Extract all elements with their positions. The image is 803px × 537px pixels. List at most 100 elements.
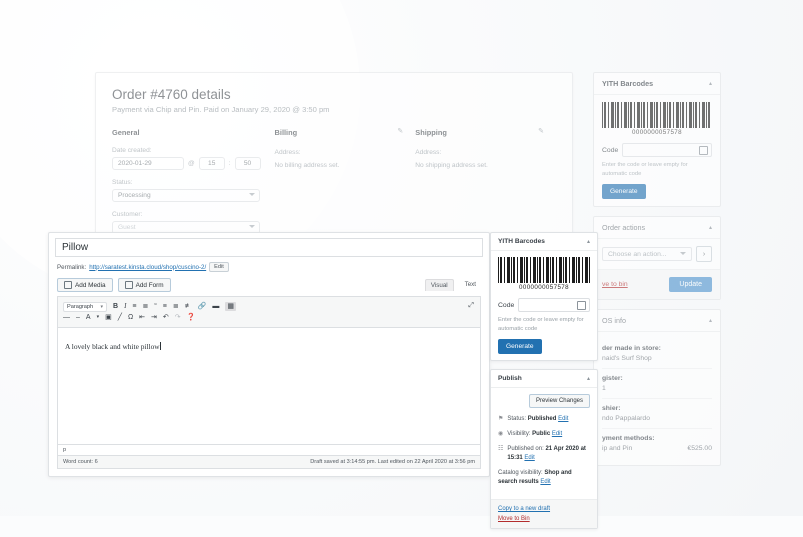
chevron-down-icon <box>249 225 255 228</box>
order-action-select[interactable]: Choose an action... <box>602 247 692 262</box>
catalog-value: Shop and search results <box>498 470 572 486</box>
align-left-icon[interactable]: ≡ <box>162 303 167 310</box>
chevron-down-icon[interactable]: ▾ <box>96 314 100 320</box>
calendar-icon: ☷ <box>498 446 504 453</box>
product-editor-screen: Pillow Permalink: http://saratest.kinsta… <box>48 232 598 530</box>
collapse-icon[interactable]: ▴ <box>586 376 590 383</box>
generate-barcode-button[interactable]: Generate <box>498 339 542 355</box>
post-title-input[interactable]: Pillow <box>55 238 483 257</box>
permalink-edit-button[interactable]: Edit <box>209 262 229 272</box>
editor-status-bar: Word count: 6 Draft saved at 3:14:55 pm.… <box>57 456 481 469</box>
publish-panel: Publish ▴ Preview Changes ⚑ Status: Publ… <box>490 369 598 530</box>
order-status-value: Processing <box>112 189 260 202</box>
pos-store-label: der made in store: <box>602 345 661 353</box>
order-barcodes-header[interactable]: YITH Barcodes ▴ <box>594 73 720 95</box>
undo-icon[interactable]: ↶ <box>162 314 169 321</box>
edit-shipping-pencil-icon[interactable]: ✎ <box>538 128 545 135</box>
post-body-card: Pillow Permalink: http://saratest.kinsta… <box>48 232 490 477</box>
outdent-icon[interactable]: ⇤ <box>139 314 146 321</box>
paragraph-format-value: Paragraph <box>67 303 94 310</box>
add-media-button[interactable]: Add Media <box>57 278 113 292</box>
billing-address-value: No billing address set. <box>274 161 340 169</box>
move-to-bin-link[interactable]: ve to bin <box>602 281 628 289</box>
pos-info-body: der made in store: naid's Surf Shop gist… <box>594 332 720 465</box>
pos-info-header[interactable]: OS info ▴ <box>594 310 720 333</box>
align-center-icon[interactable]: ≣ <box>172 303 179 310</box>
copy-to-new-draft-link[interactable]: Copy to a new draft <box>498 506 551 513</box>
clear-formatting-icon[interactable]: ╱ <box>117 314 122 321</box>
barcode-code-input[interactable] <box>518 298 590 312</box>
shipping-address-label: Address: <box>415 149 442 156</box>
collapse-icon[interactable]: ▴ <box>708 81 712 87</box>
visibility-edit-link[interactable]: Edit <box>551 431 563 438</box>
text-color-icon[interactable]: A <box>85 314 91 321</box>
catalog-visibility-row: Catalog visibility: Shop and search resu… <box>498 469 590 487</box>
order-status-select[interactable]: Processing <box>112 189 260 202</box>
minute-input[interactable]: 50 <box>234 157 261 170</box>
status-value: Published <box>527 416 557 423</box>
collapse-icon[interactable]: ▴ <box>586 239 590 245</box>
order-action-row: Choose an action... › <box>602 246 712 263</box>
collapse-icon[interactable]: ▴ <box>708 318 712 325</box>
redo-icon[interactable]: ↷ <box>174 314 181 321</box>
bulleted-list-icon[interactable]: ≡ <box>132 303 137 310</box>
publish-title: Publish <box>498 375 522 383</box>
indent-icon[interactable]: ⇥ <box>151 314 157 321</box>
tab-visual[interactable]: Visual <box>424 279 454 291</box>
edit-billing-pencil-icon[interactable]: ✎ <box>397 128 404 135</box>
align-right-icon[interactable]: ≢ <box>184 303 192 310</box>
insert-link-icon[interactable]: 🔗 <box>197 303 207 310</box>
general-heading: General <box>112 128 140 137</box>
toolbar-toggle-icon[interactable]: ▦ <box>225 302 237 311</box>
time-separator: : <box>228 160 231 167</box>
pos-payment-label: yment methods: <box>602 435 655 443</box>
barcode-picker-icon[interactable] <box>577 301 586 310</box>
order-actions-header[interactable]: Order actions ▴ <box>594 217 720 240</box>
barcode-code-input[interactable] <box>622 143 712 157</box>
bold-icon[interactable]: B <box>113 303 119 310</box>
published-edit-link[interactable]: Edit <box>524 455 535 462</box>
order-barcodes-panel: YITH Barcodes ▴ 0000000057578 Code Enter… <box>593 72 721 208</box>
italic-icon[interactable]: I <box>124 302 127 310</box>
status-edit-link[interactable]: Edit <box>558 416 569 423</box>
read-more-icon[interactable]: ▬ <box>212 303 220 310</box>
numbered-list-icon[interactable]: ≣ <box>142 303 149 310</box>
date-created-input[interactable]: 2020-01-29 <box>112 157 184 170</box>
catalog-edit-link[interactable]: Edit <box>540 479 551 486</box>
order-title: Order #4760 details <box>112 87 231 102</box>
add-form-button[interactable]: Add Form <box>117 278 171 292</box>
pos-register-row: gister: 1 <box>602 369 712 400</box>
generate-barcode-button[interactable]: Generate <box>602 184 646 200</box>
move-to-bin-link[interactable]: Move to Bin <box>498 516 530 523</box>
paste-as-text-icon[interactable]: ▣ <box>105 314 112 321</box>
editor-content-area[interactable]: A lovely black and white pillow <box>57 327 481 445</box>
barcode-picker-icon[interactable] <box>699 146 708 155</box>
save-status: Draft saved at 3:14:55 pm. Last edited o… <box>310 459 475 465</box>
billing-heading: Billing <box>274 128 298 137</box>
preview-changes-button[interactable]: Preview Changes <box>528 394 590 409</box>
catalog-prefix: Catalog visibility: <box>498 470 543 477</box>
tab-text[interactable]: Text <box>464 281 476 288</box>
horizontal-rule-icon[interactable]: – <box>76 314 80 321</box>
hour-input[interactable]: 15 <box>198 157 225 170</box>
strikethrough-icon[interactable]: — <box>63 314 70 321</box>
fullscreen-icon[interactable]: ⤢ <box>468 302 474 309</box>
order-actions-body: Choose an action... › <box>594 239 720 269</box>
publish-header[interactable]: Publish ▴ <box>491 370 597 389</box>
paragraph-format-select[interactable]: Paragraph ▾ <box>63 301 107 312</box>
keyboard-shortcuts-icon[interactable]: ❓ <box>186 314 196 321</box>
barcode-hint: Enter the code or leave empty for automa… <box>602 162 688 177</box>
barcode-image <box>498 257 590 283</box>
editor-barcodes-header[interactable]: YITH Barcodes ▴ <box>491 233 597 251</box>
barcode-code-label: Code <box>602 146 619 154</box>
status-label: Status: <box>112 179 133 186</box>
special-character-icon[interactable]: Ω <box>127 314 134 321</box>
blockquote-icon[interactable]: “ <box>154 303 157 310</box>
update-order-button[interactable]: Update <box>669 277 712 293</box>
eye-icon: ◉ <box>498 431 504 438</box>
collapse-icon[interactable]: ▴ <box>708 225 712 232</box>
text-caret <box>159 342 161 350</box>
apply-action-button[interactable]: › <box>696 246 712 263</box>
permalink-link[interactable]: http://saratest.kinsta.cloud/shop/cuscin… <box>89 263 207 271</box>
publish-body: Preview Changes ⚑ Status: Published Edit… <box>491 388 597 499</box>
